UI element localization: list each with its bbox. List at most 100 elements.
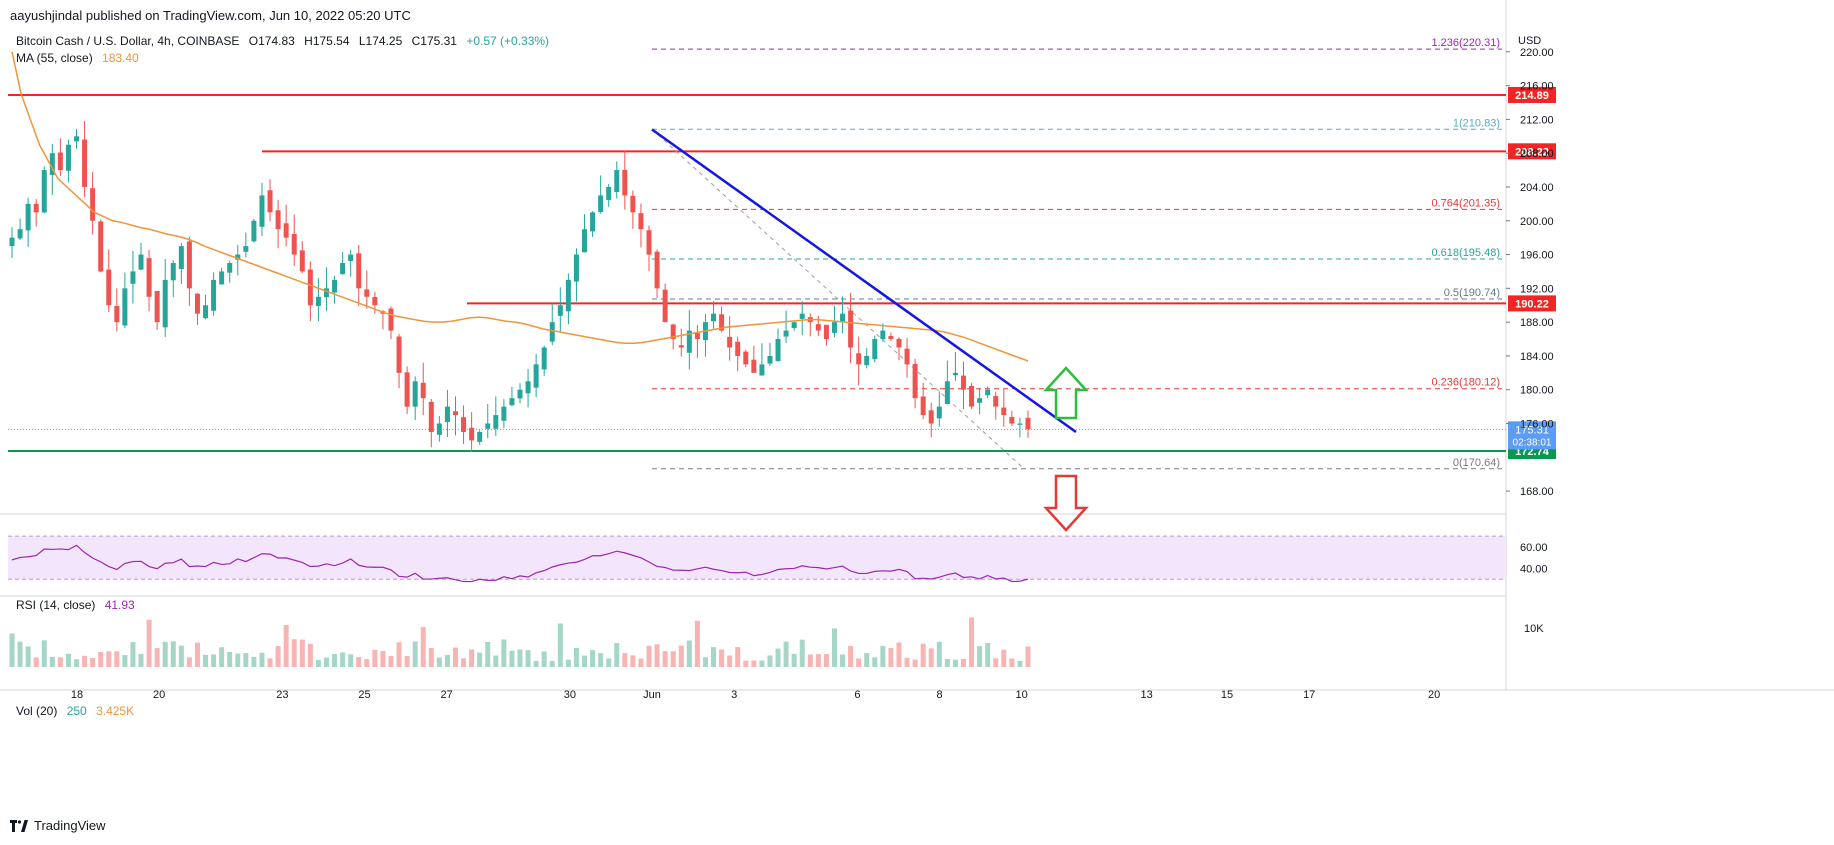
candle-body bbox=[291, 234, 297, 255]
candle-body bbox=[823, 324, 829, 340]
rsi-label[interactable]: RSI (14, close) bbox=[16, 598, 96, 612]
candle-body bbox=[404, 372, 410, 407]
volume-bar bbox=[743, 660, 749, 667]
candle-body bbox=[138, 254, 144, 270]
candle-body bbox=[598, 195, 604, 212]
volume-bar bbox=[888, 648, 894, 667]
level-price-label: 214.89 bbox=[1515, 90, 1549, 102]
candle-body bbox=[557, 305, 563, 316]
volume-bar bbox=[203, 654, 209, 667]
candle-body bbox=[235, 254, 241, 260]
candle-body bbox=[969, 385, 975, 407]
symbol-title[interactable]: Bitcoin Cash / U.S. Dollar, 4h, COINBASE bbox=[16, 34, 240, 48]
vol-value-1: 250 bbox=[66, 704, 87, 718]
level-price-tag bbox=[1508, 295, 1556, 312]
candle-body bbox=[662, 289, 668, 323]
open-value: O174.83 bbox=[248, 34, 295, 48]
volume-pane bbox=[9, 617, 1031, 667]
rsi-band bbox=[8, 536, 1506, 580]
time-tick-label: 3 bbox=[731, 689, 737, 701]
moving-average-line bbox=[11, 51, 1029, 362]
candle-body bbox=[936, 406, 942, 419]
time-tick-label: 27 bbox=[441, 689, 453, 701]
candle-body bbox=[856, 353, 862, 365]
volume-bar bbox=[444, 654, 450, 667]
candle-body bbox=[41, 170, 47, 213]
candle-body bbox=[74, 136, 80, 142]
candle-body bbox=[791, 322, 797, 328]
volume-bar bbox=[541, 651, 547, 667]
rsi-tick-label: 60.00 bbox=[1520, 542, 1548, 554]
candle-body bbox=[146, 258, 152, 297]
candle-body bbox=[654, 251, 660, 289]
footer-brand[interactable]: TradingView bbox=[10, 818, 106, 833]
volume-bar bbox=[194, 642, 200, 667]
volume-bar bbox=[767, 655, 773, 667]
symbol-legend: Bitcoin Cash / U.S. Dollar, 4h, COINBASE… bbox=[16, 34, 555, 48]
volume-bar bbox=[952, 659, 958, 667]
candle-body bbox=[57, 152, 63, 171]
volume-bar bbox=[170, 641, 176, 667]
rsi-tick-label: 40.00 bbox=[1520, 563, 1548, 575]
candle-body bbox=[565, 279, 571, 312]
candle-body bbox=[9, 237, 15, 247]
candle-body bbox=[243, 246, 249, 252]
volume-bar bbox=[711, 647, 717, 667]
volume-bar bbox=[815, 654, 821, 667]
volume-bar bbox=[251, 656, 257, 667]
volume-bar bbox=[138, 653, 144, 667]
candle-body bbox=[340, 263, 346, 275]
volume-bar bbox=[1001, 649, 1007, 667]
price-tick-label: 212.00 bbox=[1520, 114, 1554, 126]
ma-label[interactable]: MA (55, close) bbox=[16, 51, 93, 65]
time-axis[interactable]: 18 20 23 25 27 30 Jun 3 6 8 10 13 15 17 20 bbox=[71, 689, 1440, 701]
candle-body bbox=[283, 223, 289, 238]
candle-body bbox=[154, 291, 160, 323]
volume-bar bbox=[702, 657, 708, 667]
candle-body bbox=[251, 220, 257, 242]
volume-bar bbox=[122, 655, 128, 667]
volume-bar bbox=[154, 648, 160, 667]
rsi-legend: RSI (14, close) 41.93 bbox=[16, 598, 141, 612]
volume-bar bbox=[356, 657, 362, 667]
price-tick-label: 188.00 bbox=[1520, 317, 1554, 329]
current-price-value: 175.31 bbox=[1515, 424, 1549, 436]
price-tick-label: 192.00 bbox=[1520, 283, 1554, 295]
grid bbox=[0, 0, 1834, 691]
volume-bar bbox=[727, 655, 733, 667]
volume-bar bbox=[751, 660, 757, 667]
candle-body bbox=[114, 306, 120, 323]
volume-bar bbox=[654, 644, 660, 667]
volume-bar bbox=[582, 655, 588, 667]
volume-bar bbox=[315, 659, 321, 667]
volume-bar bbox=[82, 655, 88, 667]
price-tick-label: 176.00 bbox=[1520, 419, 1554, 431]
price-tick-label: 168.00 bbox=[1520, 486, 1554, 498]
candle-body bbox=[356, 253, 362, 289]
volume-legend: Vol (20) 250 3.425K bbox=[16, 704, 140, 718]
candle-body bbox=[735, 341, 741, 356]
candle-body bbox=[98, 221, 104, 272]
fib-label: 0.236(180.12) bbox=[1432, 377, 1501, 389]
candle-body bbox=[622, 169, 628, 196]
vol-label[interactable]: Vol (20) bbox=[16, 704, 58, 718]
candle-body bbox=[461, 417, 467, 432]
volume-bar bbox=[823, 654, 829, 667]
candle-body bbox=[90, 188, 96, 221]
volume-bar bbox=[90, 658, 96, 667]
volume-bar bbox=[1017, 660, 1023, 667]
time-tick-label: 8 bbox=[936, 689, 942, 701]
volume-bar bbox=[831, 628, 837, 667]
candle-body bbox=[275, 210, 281, 230]
volume-bar bbox=[364, 659, 370, 667]
candle-body bbox=[364, 289, 370, 297]
volume-bar bbox=[856, 658, 862, 667]
candle-body bbox=[477, 431, 483, 442]
candle-body bbox=[686, 330, 692, 353]
volume-bar bbox=[533, 660, 539, 667]
time-tick-label: 25 bbox=[358, 689, 370, 701]
time-tick-label: 20 bbox=[1428, 689, 1440, 701]
fib-label: 0(170.64) bbox=[1453, 457, 1500, 469]
